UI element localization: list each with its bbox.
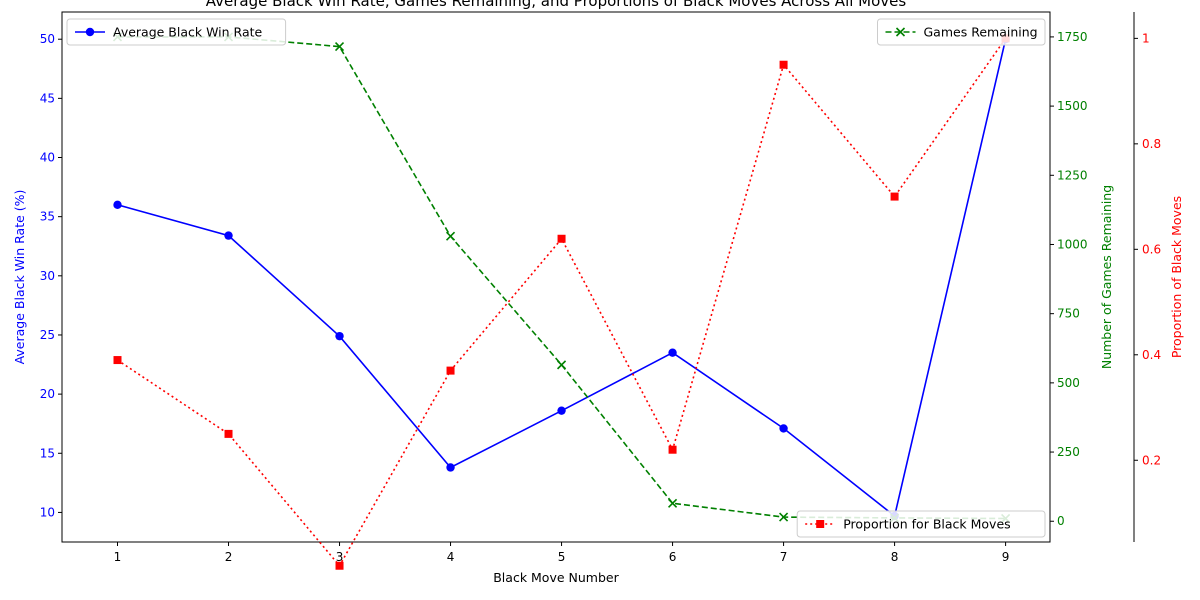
left-tick-label: 10 [40,505,55,519]
left-axis-label: Average Black Win Rate (%) [12,190,27,365]
left-tick-label: 35 [40,210,55,224]
x-axis: 1 2 3 4 5 6 7 8 9 [114,542,1010,564]
series-3-point [224,429,233,438]
right1-tick-label: 250 [1057,445,1080,459]
legend-label: Games Remaining [924,25,1038,40]
plot-area [61,11,1051,543]
series-2-point [667,498,678,508]
legend-marker [85,27,95,37]
series-3-point [335,561,344,570]
series-1-point [446,463,455,472]
legend-box [796,510,1046,538]
series-1-point [557,406,566,415]
series-1-point [335,331,344,341]
right1-tick-label: 1500 [1057,99,1088,113]
legend-2: Games Remaining [877,18,1046,46]
series-3-point [557,234,566,243]
series-1-point [113,200,122,210]
x-axis-label: Black Move Number [493,570,619,585]
legend-box [66,18,287,46]
right1-tick-label: 500 [1057,376,1080,390]
series-3-point [779,60,788,69]
legend-label: Average Black Win Rate [113,25,263,40]
left-tick-label: 50 [40,32,55,46]
series-2 [112,32,1011,524]
series-2-point [445,231,456,241]
legend-label: Proportion for Black Moves [843,517,1010,532]
x-tick-label: 9 [1002,550,1010,564]
series-1-point [224,231,233,240]
series-2-line [117,36,1006,520]
series-3-point [890,192,899,201]
series-1 [113,35,1010,521]
right2-tick-label: 0.4 [1142,348,1161,362]
left-tick-label: 15 [40,446,55,460]
series-2-point [334,42,345,52]
series-3 [113,34,1010,570]
right2-tick-label: 0.8 [1142,137,1161,151]
series-2-point [556,360,567,370]
right2-y-axis: 0.2 0.4 0.6 0.8 1 [1134,31,1161,467]
right2-tick-label: 0.6 [1142,242,1161,256]
series-1-point [779,424,788,433]
legend-marker [895,27,906,37]
right1-tick-label: 0 [1057,514,1065,528]
series-3-point [668,445,677,454]
x-tick-label: 4 [447,550,455,564]
right2-tick-label: 0.2 [1142,453,1161,467]
x-tick-label: 7 [780,550,788,564]
right1-tick-label: 1000 [1057,237,1088,251]
series-3-line [117,37,1007,568]
x-tick-label: 6 [669,550,677,564]
series-1-line [117,39,1007,518]
legend-1: Average Black Win Rate [66,18,287,46]
legend-layer: Average Black Win Rate Games Remaining Pro… [66,18,1046,538]
x-tick-label: 8 [891,550,899,564]
left-tick-label: 45 [40,91,55,105]
x-tick-label: 3 [336,550,344,564]
left-tick-label: 20 [40,387,55,401]
right2-axis-label: Proportion of Black Moves [1169,196,1184,358]
chart-title: Average Black Win Rate, Games Remaining,… [206,0,907,10]
right1-tick-label: 1750 [1057,30,1088,44]
left-tick-label: 30 [40,269,55,283]
series-3-point [113,356,122,365]
left-tick-label: 25 [40,328,55,342]
series-3-point [446,366,455,375]
right1-tick-label: 750 [1057,307,1080,321]
right1-tick-label: 1250 [1057,168,1088,182]
left-y-axis: 10 15 20 25 30 35 40 45 50 [40,32,62,519]
left-tick-label: 40 [40,151,55,165]
right1-y-axis: 0 250 500 750 1000 1250 1500 1750 [1050,30,1088,528]
legend-3: Proportion for Black Moves [796,510,1046,538]
legend-marker [816,520,825,528]
x-tick-label: 1 [114,550,122,564]
legend-box [877,18,1046,46]
x-tick-label: 2 [225,550,233,564]
right1-axis-label: Number of Games Remaining [1099,185,1114,369]
series-1-point [668,348,677,357]
x-tick-label: 5 [558,550,566,564]
right2-tick-label: 1 [1142,31,1150,45]
series-layer [112,32,1011,570]
series-2-point [779,512,789,522]
